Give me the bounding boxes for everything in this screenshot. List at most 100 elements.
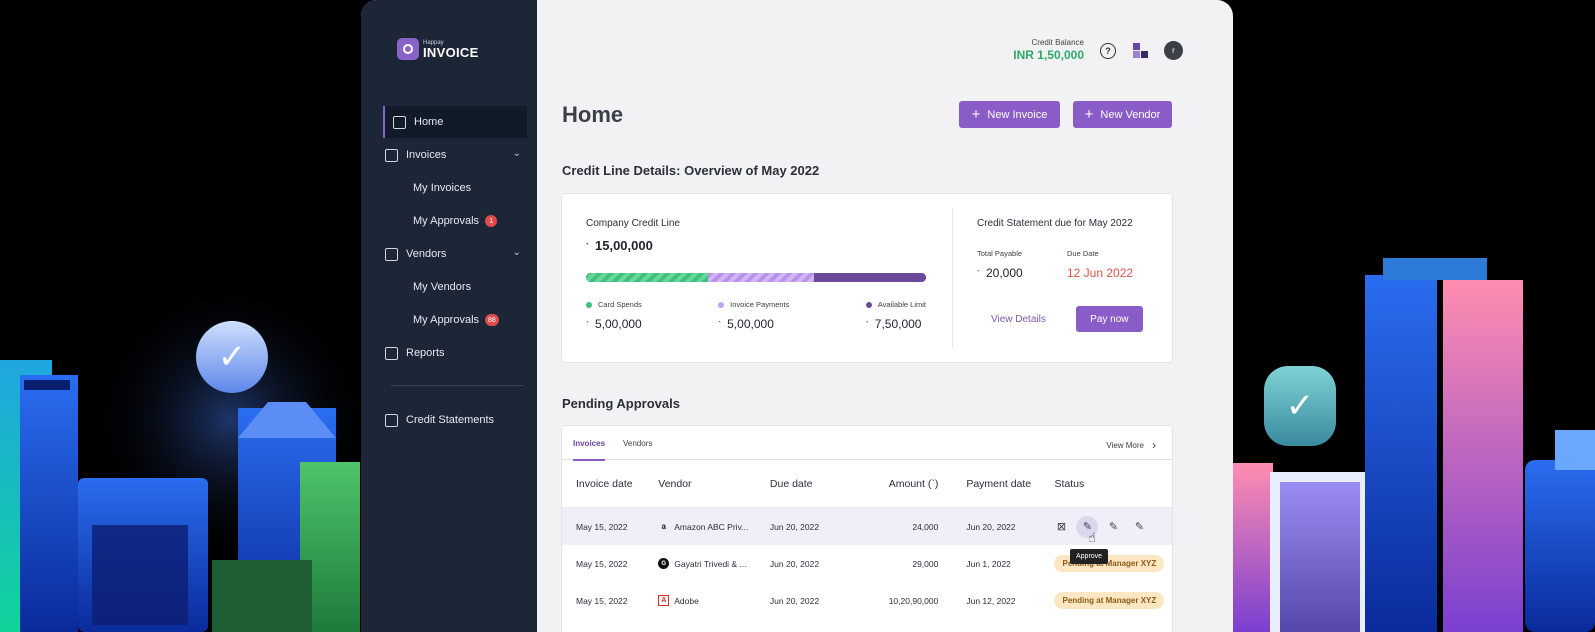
plus-icon: + — [971, 106, 981, 123]
sidebar-item-vendor-approvals[interactable]: My Approvals 88 — [361, 304, 537, 336]
sidebar-divider — [391, 385, 523, 386]
credit-balance-value: INR 1,50,000 — [1013, 48, 1084, 62]
sidebar-item-invoices[interactable]: Invoices ⌄ — [361, 139, 537, 171]
sidebar-item-label: Vendors — [406, 248, 447, 260]
table-row[interactable]: May 15, 2022 A Adobe Jun 20, 2022 10,20,… — [562, 582, 1172, 619]
credit-line-card: Company Credit Line ` 15,00,000 Card Spen… — [562, 194, 1172, 362]
pay-now-button[interactable]: Pay now — [1075, 306, 1143, 332]
approval-tabs: Invoices Vendors View More › — [562, 426, 1172, 461]
sidebar-item-label: My Approvals — [413, 215, 480, 227]
credit-usage-bar — [586, 273, 926, 282]
invoice-payments-segment — [708, 273, 814, 282]
check-badge-icon: ✓ — [196, 321, 268, 393]
invoice-icon — [385, 148, 398, 162]
due-date-cell: Jun 20, 2022 — [769, 521, 820, 532]
vendor-cell: A Adobe — [658, 595, 770, 606]
tab-vendors[interactable]: Vendors — [623, 439, 653, 448]
legend-invoice-payments: Invoice Payments ` 5,00,000 — [718, 300, 790, 331]
legend-dot — [586, 301, 592, 308]
company-credit-label: Company Credit Line — [586, 218, 680, 229]
total-payable-label: Total Payable — [977, 249, 1023, 258]
column-header[interactable]: Vendor — [658, 477, 692, 490]
sidebar-item-my-invoices[interactable]: My Invoices — [361, 172, 537, 204]
sidebar-item-credit-statements[interactable]: Credit Statements — [361, 404, 537, 436]
logo-icon — [397, 38, 419, 60]
vendor-icon — [385, 247, 398, 261]
count-badge: 1 — [485, 215, 498, 227]
apps-grid-icon[interactable] — [1132, 43, 1148, 59]
new-vendor-button[interactable]: + New Vendor — [1073, 101, 1172, 128]
credit-line-section-title: Credit Line Details: Overview of May 202… — [562, 163, 820, 178]
check-badge-icon: ✓ — [1264, 366, 1336, 446]
vendor-cell: a Amazon ABC Priv... — [658, 521, 770, 532]
edit-icon[interactable]: ✎ — [1108, 521, 1119, 533]
legend-available-limit: Available Limit ` 7,50,000 — [865, 300, 926, 331]
credit-statement: Credit Statement due for May 2022 Total … — [977, 218, 1157, 332]
count-badge: 88 — [485, 314, 499, 326]
avatar[interactable]: r — [1164, 41, 1183, 60]
card-spends-segment — [586, 273, 709, 282]
adobe-logo-icon: A — [658, 595, 670, 606]
statement-icon — [385, 413, 398, 427]
approve-icon[interactable]: ✎ — [1076, 515, 1099, 538]
amount-cell: 24,000 — [912, 521, 939, 532]
logo-title: INVOICE — [423, 44, 479, 60]
available-limit-segment — [813, 273, 926, 282]
review-icon[interactable]: ✎ — [1134, 521, 1145, 533]
reject-icon[interactable]: ⊠ — [1056, 521, 1067, 533]
sidebar-item-my-vendors[interactable]: My Vendors — [361, 271, 537, 303]
sidebar-item-label: My Approvals — [413, 314, 480, 326]
sidebar-item-home[interactable]: Home — [383, 106, 527, 138]
amount-cell: 10,20,90,000 — [888, 595, 939, 606]
company-credit-amount: ` 15,00,000 — [586, 238, 653, 253]
amount-cell: 29,000 — [912, 558, 939, 569]
column-header[interactable]: Status — [1054, 477, 1085, 490]
column-header[interactable]: Invoice date — [576, 477, 633, 490]
view-more-link[interactable]: View More › — [1106, 438, 1156, 452]
sidebar-item-label: Home — [414, 116, 444, 128]
status-cell: Pending at Manager XYZ — [1054, 592, 1172, 609]
logo-subtitle: Happay — [423, 39, 444, 46]
legend-card-spends: Card Spends ` 5,00,000 — [586, 300, 642, 331]
credit-balance-label: Credit Balance — [1031, 38, 1084, 47]
credit-legend: Card Spends ` 5,00,000 Invoice Payments `… — [586, 300, 926, 331]
sidebar-item-label: Credit Statements — [406, 414, 495, 426]
payment-date-cell: Jun 20, 2022 — [966, 521, 1016, 532]
credit-statement-title: Credit Statement due for May 2022 — [977, 218, 1133, 229]
amazon-logo-icon: a — [661, 522, 666, 531]
due-date-cell: Jun 20, 2022 — [769, 558, 820, 569]
chevron-down-icon[interactable]: ⌄ — [512, 148, 521, 159]
table-row[interactable]: May 15, 2022 a Amazon ABC Priv... Jun 20… — [562, 508, 1172, 545]
home-icon — [393, 115, 406, 129]
new-invoice-label: New Invoice — [987, 108, 1048, 121]
table-header: Invoice date Vendor Due date Amount (`) … — [562, 460, 1172, 508]
chevron-down-icon[interactable]: ⌄ — [512, 247, 521, 258]
sidebar-item-vendors[interactable]: Vendors ⌄ — [361, 238, 537, 270]
hand-cursor-icon: ☝ — [1088, 530, 1096, 545]
sidebar-item-reports[interactable]: Reports — [361, 337, 537, 369]
app-window: Happay INVOICE Home Invoices ⌄ My Invoic… — [361, 0, 1233, 632]
invoice-date-cell: May 15, 2022 — [576, 521, 628, 532]
new-invoice-button[interactable]: + New Invoice — [959, 101, 1060, 128]
pending-approvals-title: Pending Approvals — [562, 396, 680, 411]
column-header[interactable]: Payment date — [966, 477, 1032, 490]
main-content: Credit Balance INR 1,50,000 ? r Home + N… — [537, 0, 1233, 632]
due-date-cell: Jun 20, 2022 — [769, 595, 820, 606]
help-icon[interactable]: ? — [1100, 42, 1116, 59]
view-details-link[interactable]: View Details — [991, 313, 1046, 325]
app-logo[interactable]: Happay INVOICE — [397, 38, 479, 60]
sidebar-item-label: My Vendors — [413, 281, 472, 293]
payment-date-cell: Jun 1, 2022 — [966, 558, 1011, 569]
sidebar-item-invoice-approvals[interactable]: My Approvals 1 — [361, 205, 537, 237]
reports-icon — [385, 346, 398, 360]
plus-icon: + — [1084, 106, 1094, 123]
tab-invoices[interactable]: Invoices — [573, 426, 606, 461]
legend-dot — [718, 301, 725, 308]
legend-dot — [865, 301, 872, 308]
sidebar-item-label: Reports — [406, 347, 445, 359]
column-header[interactable]: Amount (`) — [888, 477, 939, 490]
column-header[interactable]: Due date — [769, 477, 813, 490]
vendor-logo-icon: G — [658, 558, 670, 569]
